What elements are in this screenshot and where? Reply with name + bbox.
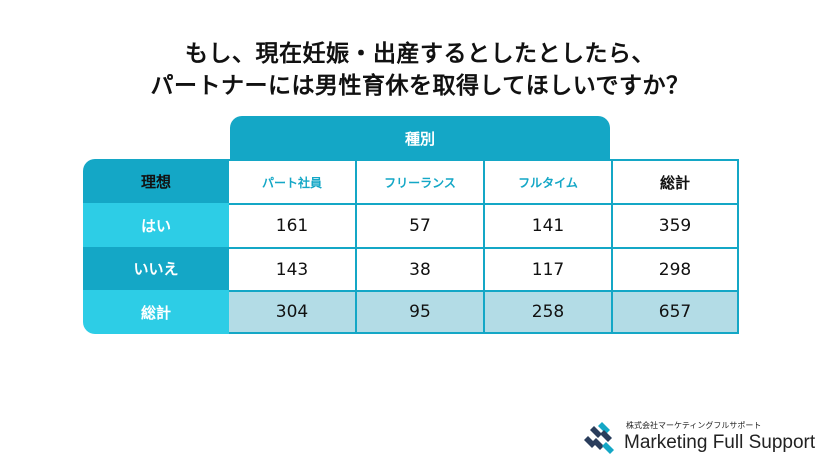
title-line-2: パートナーには男性育休を取得してほしいですか？ (150, 73, 690, 99)
table-cell: 141 (485, 203, 613, 247)
title-line-1: もし、現在妊娠・出産するとしたとしたら、 (185, 41, 655, 67)
column-header-total: 総計 (613, 159, 739, 203)
row-header: はい (83, 203, 229, 247)
table-cell-total: 304 (229, 290, 357, 334)
logo-mark-icon (584, 422, 614, 454)
table-cell-total: 95 (357, 290, 485, 334)
table-cell-total: 657 (613, 290, 739, 334)
company-logo: 株式会社マーケティングフルサポート Marketing Full Support (584, 418, 824, 462)
corner-header: 理想 (83, 159, 229, 203)
row-header: いいえ (83, 247, 229, 290)
table-cell: 143 (229, 247, 357, 290)
column-header: フルタイム (485, 159, 613, 203)
category-header: 種別 (230, 116, 610, 160)
company-name-jp: 株式会社マーケティングフルサポート (626, 421, 762, 430)
table-cell: 57 (357, 203, 485, 247)
table-cell: 38 (357, 247, 485, 290)
table-cell: 117 (485, 247, 613, 290)
column-header: パート社員 (229, 159, 357, 203)
row-header-total: 総計 (83, 290, 229, 334)
column-header: フリーランス (357, 159, 485, 203)
page-title: もし、現在妊娠・出産するとしたとしたら、 パートナーには男性育休を取得してほしい… (0, 38, 840, 102)
table-cell: 161 (229, 203, 357, 247)
data-table: 理想 パート社員 フリーランス フルタイム 総計 はい 161 57 141 3… (83, 159, 739, 334)
table-cell: 298 (613, 247, 739, 290)
table-cell: 359 (613, 203, 739, 247)
brand-name: Marketing Full Support (624, 432, 816, 453)
table-cell-total: 258 (485, 290, 613, 334)
